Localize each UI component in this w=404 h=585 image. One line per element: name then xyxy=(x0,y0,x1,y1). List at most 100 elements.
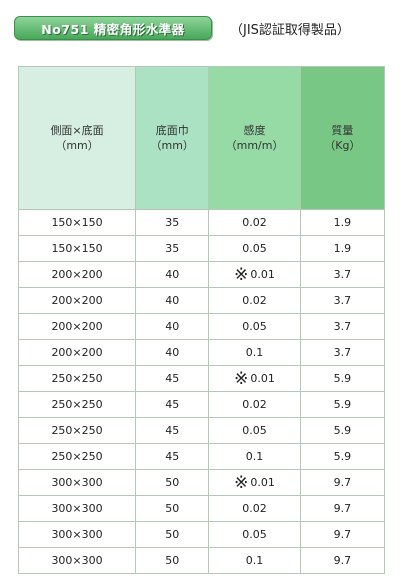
cell-sensitivity: 0.1 xyxy=(208,547,301,574)
table-body: 150×150 35 0.02 1.9 150×150 35 0.05 1.9 … xyxy=(17,209,386,574)
table-row: 250×250 45 0.1 5.9 xyxy=(17,443,386,470)
cell-width: 50 xyxy=(135,521,210,548)
table-row: 200×200 40 0.05 3.7 xyxy=(17,313,386,340)
cell-width: 40 xyxy=(135,261,210,288)
cell-mass: 9.7 xyxy=(299,495,386,522)
cell-size: 200×200 xyxy=(17,287,137,314)
sensitivity-value: 0.05 xyxy=(242,320,267,333)
cell-size: 150×150 xyxy=(17,235,137,262)
sensitivity-value: 0.02 xyxy=(242,294,267,307)
cell-width: 35 xyxy=(135,235,210,262)
sensitivity-value: 0.02 xyxy=(242,216,267,229)
table-row: 250×250 45 ※ 0.01 5.9 xyxy=(17,365,386,392)
sensitivity-value: 0.01 xyxy=(250,371,275,385)
column-header-width: 底面巾 （mm） xyxy=(135,66,210,210)
cell-sensitivity: ※ 0.01 xyxy=(208,261,301,288)
cell-sensitivity: 0.02 xyxy=(208,495,301,522)
cell-width: 50 xyxy=(135,469,210,496)
cell-size: 250×250 xyxy=(17,417,137,444)
cell-sensitivity: 0.1 xyxy=(208,443,301,470)
column-header-label: 感度 xyxy=(243,124,266,137)
spec-table: 側面×底面 （mm） 底面巾 （mm） 感度 （mm/m） 質量 （Kg） xyxy=(17,66,386,574)
product-code-label: No751 精密角形水準器 xyxy=(41,22,185,37)
table-header-row: 側面×底面 （mm） 底面巾 （mm） 感度 （mm/m） 質量 （Kg） xyxy=(17,66,386,210)
cell-mass: 3.7 xyxy=(299,287,386,314)
cell-mass: 9.7 xyxy=(299,521,386,548)
cell-sensitivity: 0.02 xyxy=(208,209,301,236)
table-row: 150×150 35 0.02 1.9 xyxy=(17,209,386,236)
page-header: No751 精密角形水準器 （JIS認証取得製品） xyxy=(14,16,394,40)
cell-sensitivity: 0.1 xyxy=(208,339,301,366)
sensitivity-value: 0.05 xyxy=(242,424,267,437)
sensitivity-value: 0.01 xyxy=(250,475,275,489)
column-header-sensitivity: 感度 （mm/m） xyxy=(208,66,301,210)
jis-mark: ※ xyxy=(234,472,249,493)
cell-mass: 5.9 xyxy=(299,417,386,444)
cell-size: 200×200 xyxy=(17,313,137,340)
cell-sensitivity: 0.05 xyxy=(208,235,301,262)
cell-mass: 1.9 xyxy=(299,209,386,236)
cell-mass: 5.9 xyxy=(299,443,386,470)
table-row: 200×200 40 ※ 0.01 3.7 xyxy=(17,261,386,288)
jis-mark: ※ xyxy=(234,264,249,285)
cell-sensitivity: 0.05 xyxy=(208,313,301,340)
cell-width: 50 xyxy=(135,495,210,522)
sensitivity-value: 0.01 xyxy=(250,267,275,281)
jis-mark: ※ xyxy=(234,368,249,389)
cell-size: 250×250 xyxy=(17,365,137,392)
cell-width: 50 xyxy=(135,547,210,574)
cell-mass: 9.7 xyxy=(299,547,386,574)
sensitivity-value: 0.1 xyxy=(245,554,264,567)
column-header-unit: （mm/m） xyxy=(225,139,284,152)
table-row: 200×200 40 0.1 3.7 xyxy=(17,339,386,366)
cell-sensitivity: 0.02 xyxy=(208,287,301,314)
cell-size: 150×150 xyxy=(17,209,137,236)
cell-width: 45 xyxy=(135,365,210,392)
cell-mass: 9.7 xyxy=(299,469,386,496)
column-header-unit: （mm） xyxy=(55,139,99,152)
cell-width: 40 xyxy=(135,313,210,340)
table-row: 250×250 45 0.02 5.9 xyxy=(17,391,386,418)
cell-size: 300×300 xyxy=(17,495,137,522)
cell-sensitivity: ※ 0.01 xyxy=(208,365,301,392)
cell-size: 250×250 xyxy=(17,391,137,418)
spec-table-container: 側面×底面 （mm） 底面巾 （mm） 感度 （mm/m） 質量 （Kg） xyxy=(17,66,386,574)
cell-size: 200×200 xyxy=(17,339,137,366)
cell-mass: 3.7 xyxy=(299,313,386,340)
column-header-size: 側面×底面 （mm） xyxy=(17,66,137,210)
cell-width: 40 xyxy=(135,339,210,366)
cell-sensitivity: 0.05 xyxy=(208,417,301,444)
table-row: 300×300 50 0.1 9.7 xyxy=(17,547,386,574)
cell-sensitivity: 0.02 xyxy=(208,391,301,418)
cell-sensitivity: ※ 0.01 xyxy=(208,469,301,496)
cell-mass: 5.9 xyxy=(299,391,386,418)
cell-mass: 3.7 xyxy=(299,339,386,366)
cell-size: 300×300 xyxy=(17,469,137,496)
cell-mass: 5.9 xyxy=(299,365,386,392)
cell-width: 45 xyxy=(135,391,210,418)
cell-mass: 1.9 xyxy=(299,235,386,262)
product-code-badge: No751 精密角形水準器 xyxy=(14,16,212,40)
cell-width: 45 xyxy=(135,443,210,470)
table-row: 300×300 50 0.02 9.7 xyxy=(17,495,386,522)
sensitivity-value: 0.05 xyxy=(242,528,267,541)
cell-size: 200×200 xyxy=(17,261,137,288)
cell-size: 300×300 xyxy=(17,547,137,574)
column-header-label: 質量 xyxy=(331,124,354,137)
table-row: 200×200 40 0.02 3.7 xyxy=(17,287,386,314)
cell-mass: 3.7 xyxy=(299,261,386,288)
column-header-label: 底面巾 xyxy=(155,124,189,137)
cell-size: 300×300 xyxy=(17,521,137,548)
sensitivity-value: 0.02 xyxy=(242,398,267,411)
column-header-unit: （Kg） xyxy=(324,139,361,152)
table-row: 150×150 35 0.05 1.9 xyxy=(17,235,386,262)
table-row: 300×300 50 ※ 0.01 9.7 xyxy=(17,469,386,496)
cell-width: 35 xyxy=(135,209,210,236)
sensitivity-value: 0.02 xyxy=(242,502,267,515)
sensitivity-value: 0.05 xyxy=(242,242,267,255)
sensitivity-value: 0.1 xyxy=(245,450,264,463)
cell-width: 45 xyxy=(135,417,210,444)
sensitivity-value: 0.1 xyxy=(245,346,264,359)
cell-width: 40 xyxy=(135,287,210,314)
column-header-label: 側面×底面 xyxy=(50,124,104,137)
